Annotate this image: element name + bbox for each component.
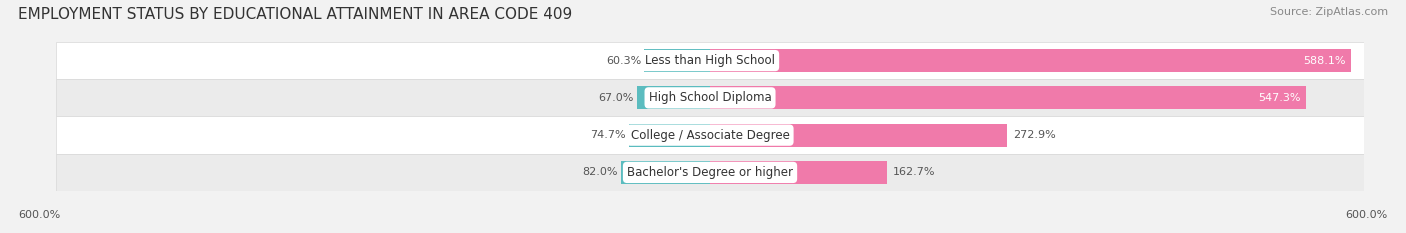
Bar — [710, 123, 1007, 147]
Text: 547.3%: 547.3% — [1258, 93, 1301, 103]
Bar — [620, 161, 710, 184]
Text: 272.9%: 272.9% — [1012, 130, 1056, 140]
Bar — [56, 116, 1364, 154]
Bar — [56, 154, 1364, 191]
Text: 600.0%: 600.0% — [18, 210, 60, 220]
Text: Less than High School: Less than High School — [645, 54, 775, 67]
Text: Bachelor's Degree or higher: Bachelor's Degree or higher — [627, 166, 793, 179]
Text: 82.0%: 82.0% — [582, 168, 617, 177]
Text: Source: ZipAtlas.com: Source: ZipAtlas.com — [1270, 7, 1388, 17]
Bar — [56, 79, 1364, 116]
Text: 60.3%: 60.3% — [606, 56, 641, 65]
Bar — [710, 161, 887, 184]
Text: EMPLOYMENT STATUS BY EDUCATIONAL ATTAINMENT IN AREA CODE 409: EMPLOYMENT STATUS BY EDUCATIONAL ATTAINM… — [18, 7, 572, 22]
Text: 162.7%: 162.7% — [893, 168, 935, 177]
Text: 588.1%: 588.1% — [1303, 56, 1346, 65]
Text: 600.0%: 600.0% — [1346, 210, 1388, 220]
Text: College / Associate Degree: College / Associate Degree — [631, 129, 789, 142]
Bar — [628, 123, 710, 147]
Text: 74.7%: 74.7% — [589, 130, 626, 140]
Bar — [710, 49, 1351, 72]
Bar — [637, 86, 710, 110]
Bar — [644, 49, 710, 72]
Bar — [56, 42, 1364, 79]
Bar — [710, 86, 1306, 110]
Text: 67.0%: 67.0% — [599, 93, 634, 103]
Text: High School Diploma: High School Diploma — [648, 91, 772, 104]
